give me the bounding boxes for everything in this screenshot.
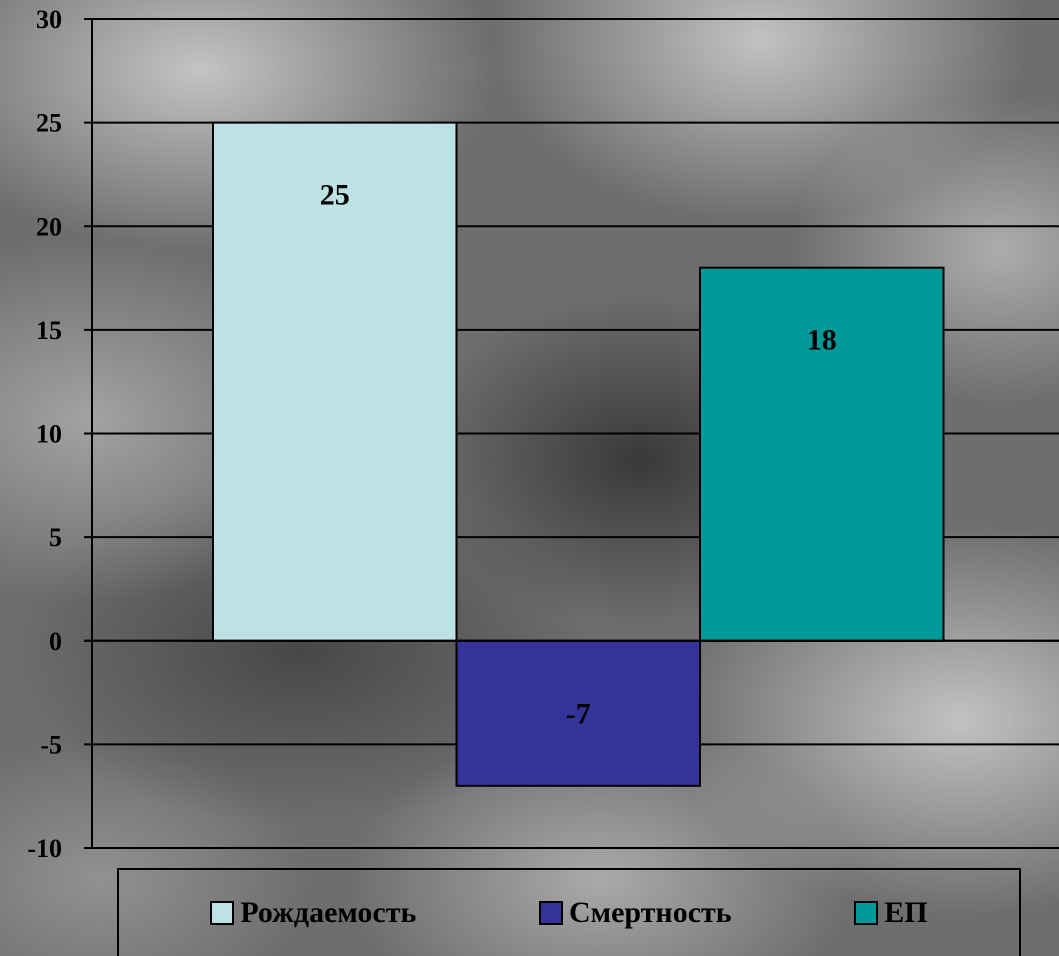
- y-tick-labels: 30 25 20 15 10 5 0 -5 -10: [27, 5, 62, 863]
- legend-item-births: Рождаемость: [210, 896, 416, 930]
- data-label: 18: [807, 324, 837, 357]
- legend-swatch-births: [210, 901, 235, 925]
- y-tick-label: 10: [36, 420, 62, 449]
- y-tick-label: 25: [36, 109, 62, 138]
- legend-item-deaths: Смертность: [538, 896, 732, 930]
- data-label: -7: [566, 697, 591, 730]
- legend: Рождаемость Смертность ЕП: [117, 868, 1021, 956]
- legend-label-births: Рождаемость: [240, 896, 417, 929]
- y-tick-label: 5: [49, 523, 62, 552]
- legend-swatch-deaths: [538, 901, 563, 925]
- y-tick-label: 15: [36, 316, 62, 345]
- legend-label-deaths: Смертность: [568, 896, 732, 929]
- y-tick-label: 0: [49, 627, 62, 656]
- y-tick-label: 20: [36, 212, 62, 241]
- y-tick-label: -5: [40, 730, 62, 759]
- y-tick-label: 30: [36, 5, 62, 34]
- legend-swatch-natural-growth: [854, 901, 879, 925]
- data-labels: 25 -7 18: [320, 179, 837, 731]
- legend-label-natural-growth: ЕП: [884, 896, 928, 929]
- bar-chart: 30 25 20 15 10 5 0 -5 -10 25 -7 18: [27, 5, 1059, 863]
- data-label: 25: [320, 179, 350, 212]
- bar-deaths: [455, 639, 701, 787]
- y-axis: [84, 18, 1059, 849]
- bars: [212, 121, 945, 787]
- legend-item-natural-growth: ЕП: [854, 896, 928, 930]
- y-tick-label: -10: [27, 834, 62, 863]
- bar-births: [212, 121, 458, 642]
